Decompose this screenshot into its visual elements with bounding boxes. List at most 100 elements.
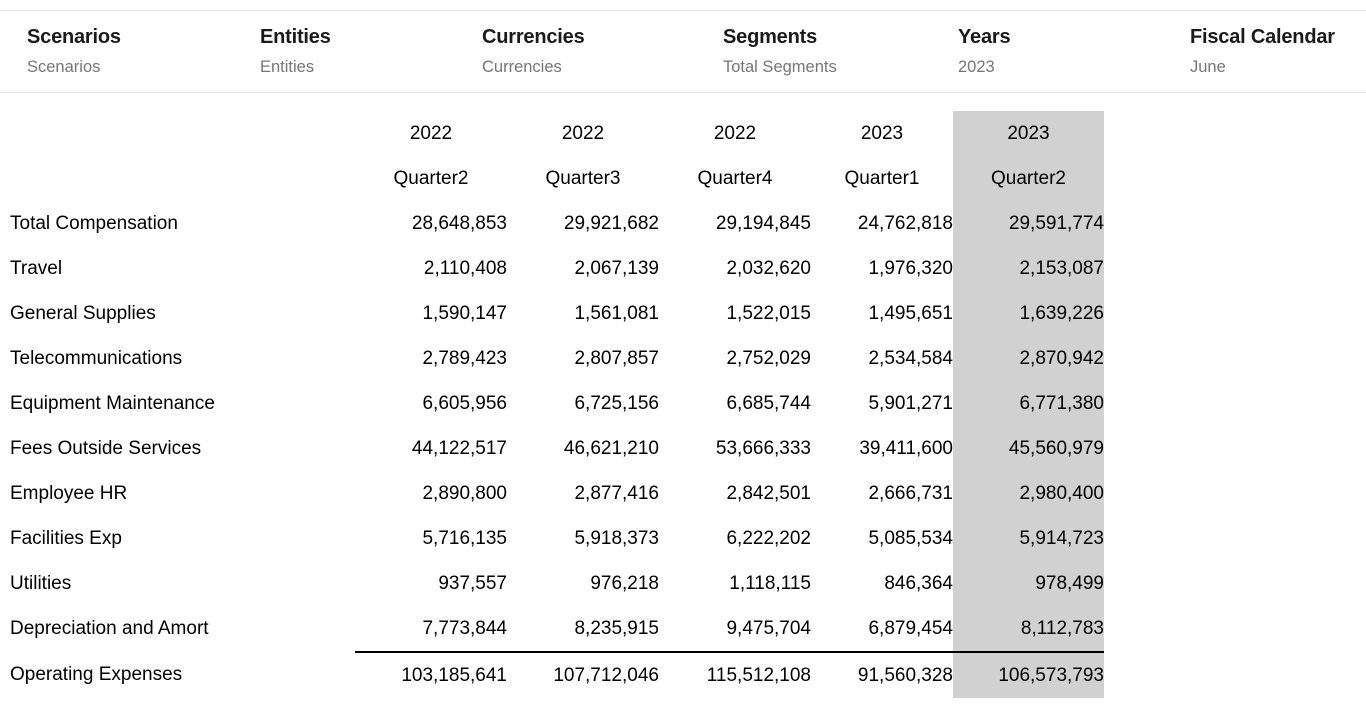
column-header-year[interactable]: 2023 — [860, 122, 904, 144]
data-cell[interactable]: 2,877,416 — [574, 482, 659, 504]
row-header-total[interactable]: Operating Expenses — [10, 664, 183, 685]
pov-dimension-label: Currencies — [482, 26, 585, 48]
data-cell-total-highlighted[interactable]: 106,573,793 — [953, 651, 1104, 698]
data-cell-highlighted[interactable]: 2,980,400 — [953, 471, 1104, 516]
pov-dimension-label: Entities — [260, 26, 331, 48]
data-cell-highlighted[interactable]: 45,560,979 — [953, 426, 1104, 471]
data-cell[interactable]: 6,605,956 — [422, 392, 507, 414]
data-cell[interactable]: 1,522,015 — [726, 302, 811, 324]
column-header-year-highlighted[interactable]: 2023 — [953, 111, 1104, 156]
data-cell[interactable]: 44,122,517 — [411, 437, 507, 459]
data-cell[interactable]: 53,666,333 — [715, 437, 811, 459]
data-cell[interactable]: 9,475,704 — [726, 617, 811, 639]
data-cell-highlighted[interactable]: 2,870,942 — [953, 336, 1104, 381]
data-cell[interactable]: 2,110,408 — [423, 257, 507, 279]
data-cell[interactable]: 2,842,501 — [726, 482, 811, 504]
data-cell[interactable]: 2,666,731 — [868, 482, 953, 504]
pov-dimension-label: Fiscal Calendar — [1190, 26, 1335, 48]
table-row: Facilities Exp 5,716,135 5,918,373 6,222… — [10, 516, 1104, 561]
column-header-year[interactable]: 2022 — [561, 122, 605, 144]
pov-item-segments[interactable]: Segments Total Segments — [723, 26, 958, 77]
data-cell[interactable]: 5,085,534 — [868, 527, 953, 549]
column-header-year[interactable]: 2022 — [409, 122, 453, 144]
row-header[interactable]: Facilities Exp — [10, 527, 122, 549]
data-cell-total[interactable]: 115,512,108 — [659, 651, 811, 698]
data-cell[interactable]: 6,725,156 — [574, 392, 659, 414]
data-cell-highlighted[interactable]: 1,639,226 — [953, 291, 1104, 336]
data-cell[interactable]: 46,621,210 — [563, 437, 659, 459]
data-cell-highlighted[interactable]: 29,591,774 — [953, 201, 1104, 246]
pov-item-currencies[interactable]: Currencies Currencies — [482, 26, 723, 77]
data-cell[interactable]: 8,235,915 — [574, 617, 659, 639]
data-cell-total[interactable]: 91,560,328 — [811, 651, 953, 698]
data-cell[interactable]: 1,118,115 — [729, 572, 811, 594]
row-header[interactable]: Fees Outside Services — [10, 437, 202, 459]
data-cell[interactable]: 6,222,202 — [726, 527, 811, 549]
data-cell[interactable]: 1,976,320 — [868, 257, 953, 279]
pov-dimension-label: Scenarios — [27, 26, 121, 48]
row-header[interactable]: General Supplies — [10, 302, 156, 324]
data-cell[interactable]: 2,789,423 — [422, 347, 507, 369]
row-header[interactable]: Employee HR — [10, 482, 128, 504]
table-row-total: Operating Expenses 103,185,641 107,712,0… — [10, 651, 1104, 698]
data-cell-highlighted[interactable]: 978,499 — [953, 561, 1104, 606]
data-cell-highlighted[interactable]: 6,771,380 — [953, 381, 1104, 426]
row-header[interactable]: Telecommunications — [10, 347, 183, 369]
data-cell[interactable]: 5,918,373 — [574, 527, 659, 549]
data-cell[interactable]: 7,773,844 — [422, 617, 507, 639]
row-header[interactable]: Travel — [10, 257, 63, 279]
data-cell-highlighted[interactable]: 2,153,087 — [953, 246, 1104, 291]
row-header[interactable]: Utilities — [10, 572, 72, 594]
data-cell[interactable]: 6,685,744 — [726, 392, 811, 414]
data-cell[interactable]: 1,561,081 — [574, 302, 659, 324]
data-cell[interactable]: 976,218 — [590, 572, 659, 594]
data-cell[interactable]: 24,762,818 — [857, 212, 953, 234]
data-cell-total[interactable]: 107,712,046 — [507, 651, 659, 698]
pov-item-fiscal-calendar[interactable]: Fiscal Calendar June — [1190, 26, 1366, 77]
data-cell[interactable]: 5,901,271 — [868, 392, 953, 414]
pov-member-value: Currencies — [482, 58, 562, 76]
data-cell[interactable]: 29,194,845 — [715, 212, 811, 234]
data-cell[interactable]: 2,807,857 — [574, 347, 659, 369]
pov-member-value: 2023 — [958, 58, 995, 76]
row-header[interactable]: Depreciation and Amort — [10, 618, 209, 639]
data-cell-total[interactable]: 103,185,641 — [355, 651, 507, 698]
column-header-quarter-highlighted[interactable]: Quarter2 — [953, 156, 1104, 201]
data-cell[interactable]: 2,752,029 — [726, 347, 811, 369]
row-header[interactable]: Total Compensation — [10, 212, 178, 234]
data-cell-highlighted[interactable]: 8,112,783 — [953, 606, 1104, 652]
pov-item-scenarios[interactable]: Scenarios Scenarios — [27, 26, 260, 77]
data-cell[interactable]: 2,890,800 — [422, 482, 507, 504]
table-row: General Supplies 1,590,147 1,561,081 1,5… — [10, 291, 1104, 336]
data-cell[interactable]: 29,921,682 — [563, 212, 659, 234]
data-cell[interactable]: 937,557 — [438, 572, 507, 594]
data-cell[interactable]: 39,411,600 — [859, 437, 953, 459]
table-row: Equipment Maintenance 6,605,956 6,725,15… — [10, 381, 1104, 426]
data-cell-highlighted[interactable]: 5,914,723 — [953, 516, 1104, 561]
pov-bar: Scenarios Scenarios Entities Entities Cu… — [0, 10, 1366, 93]
table-row: Depreciation and Amort 7,773,844 8,235,9… — [10, 606, 1104, 652]
data-cell[interactable]: 1,495,651 — [868, 302, 953, 324]
table-row: Utilities 937,557 976,218 1,118,115 846,… — [10, 561, 1104, 606]
row-header[interactable]: Equipment Maintenance — [10, 392, 215, 414]
pov-dimension-label: Segments — [723, 26, 817, 48]
column-header-quarter[interactable]: Quarter4 — [697, 167, 773, 189]
column-header-year[interactable]: 2022 — [713, 122, 757, 144]
data-cell[interactable]: 28,648,853 — [411, 212, 507, 234]
data-cell[interactable]: 2,067,139 — [574, 257, 659, 279]
data-cell[interactable]: 2,534,584 — [868, 347, 953, 369]
data-cell[interactable]: 5,716,135 — [422, 527, 507, 549]
data-cell[interactable]: 1,590,147 — [422, 302, 507, 324]
column-header-quarter[interactable]: Quarter1 — [844, 167, 920, 189]
column-header-quarter[interactable]: Quarter2 — [393, 167, 469, 189]
corner-cell — [10, 156, 355, 201]
pov-item-years[interactable]: Years 2023 — [958, 26, 1190, 77]
data-cell[interactable]: 2,032,620 — [726, 257, 811, 279]
table-row: Employee HR 2,890,800 2,877,416 2,842,50… — [10, 471, 1104, 516]
data-cell[interactable]: 846,364 — [884, 572, 953, 594]
pov-item-entities[interactable]: Entities Entities — [260, 26, 482, 77]
column-header-quarter[interactable]: Quarter3 — [545, 167, 621, 189]
data-cell[interactable]: 6,879,454 — [868, 617, 953, 639]
pov-member-value: June — [1190, 58, 1226, 76]
